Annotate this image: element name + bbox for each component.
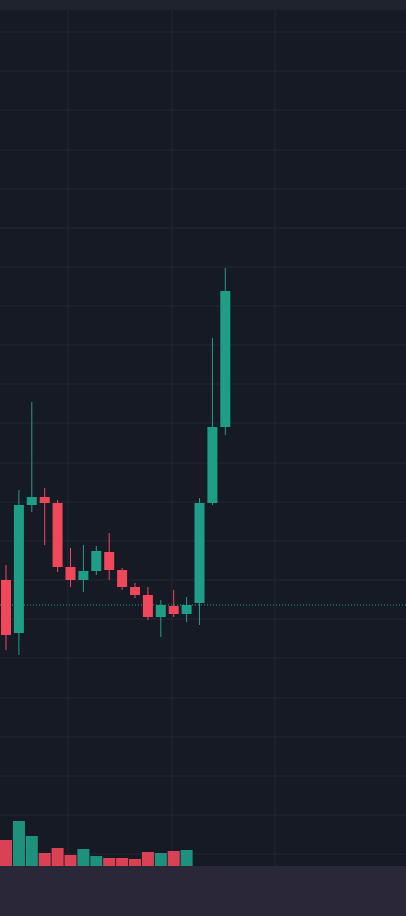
volume-bar: [116, 858, 129, 866]
volume-bar: [90, 856, 103, 866]
candle-body: [104, 552, 115, 570]
volume-bar: [180, 850, 193, 866]
candle-body: [1, 580, 11, 635]
candle-body: [65, 567, 76, 580]
candle-body: [155, 605, 166, 617]
bottom-strip: [0, 866, 406, 916]
candle-body: [220, 291, 231, 427]
candle-body: [52, 503, 63, 567]
candle-body: [168, 606, 179, 614]
candle-body: [78, 571, 89, 580]
volume-bar: [129, 859, 141, 866]
candle-body: [39, 497, 50, 503]
candle-body: [13, 505, 24, 633]
candle-body: [26, 497, 37, 505]
volume-bar: [154, 853, 167, 866]
candle-body: [91, 551, 102, 571]
top-bar: [0, 0, 406, 10]
candle-body: [207, 427, 218, 503]
candle-body: [181, 605, 192, 614]
volume-bar: [77, 849, 90, 866]
candle-body: [130, 587, 140, 595]
volume-bar: [51, 848, 64, 866]
candle-body: [142, 595, 153, 617]
volume-bar: [64, 855, 77, 866]
marks: [0, 268, 231, 866]
volume-bar: [38, 853, 51, 866]
volume-bar: [12, 821, 25, 866]
volume-bar: [0, 840, 12, 866]
volume-bar: [141, 852, 154, 866]
volume-bar: [167, 851, 180, 866]
volume-bar: [103, 858, 116, 866]
candle-body: [194, 503, 205, 603]
volume-bar: [25, 836, 38, 866]
candle-body: [117, 570, 128, 587]
